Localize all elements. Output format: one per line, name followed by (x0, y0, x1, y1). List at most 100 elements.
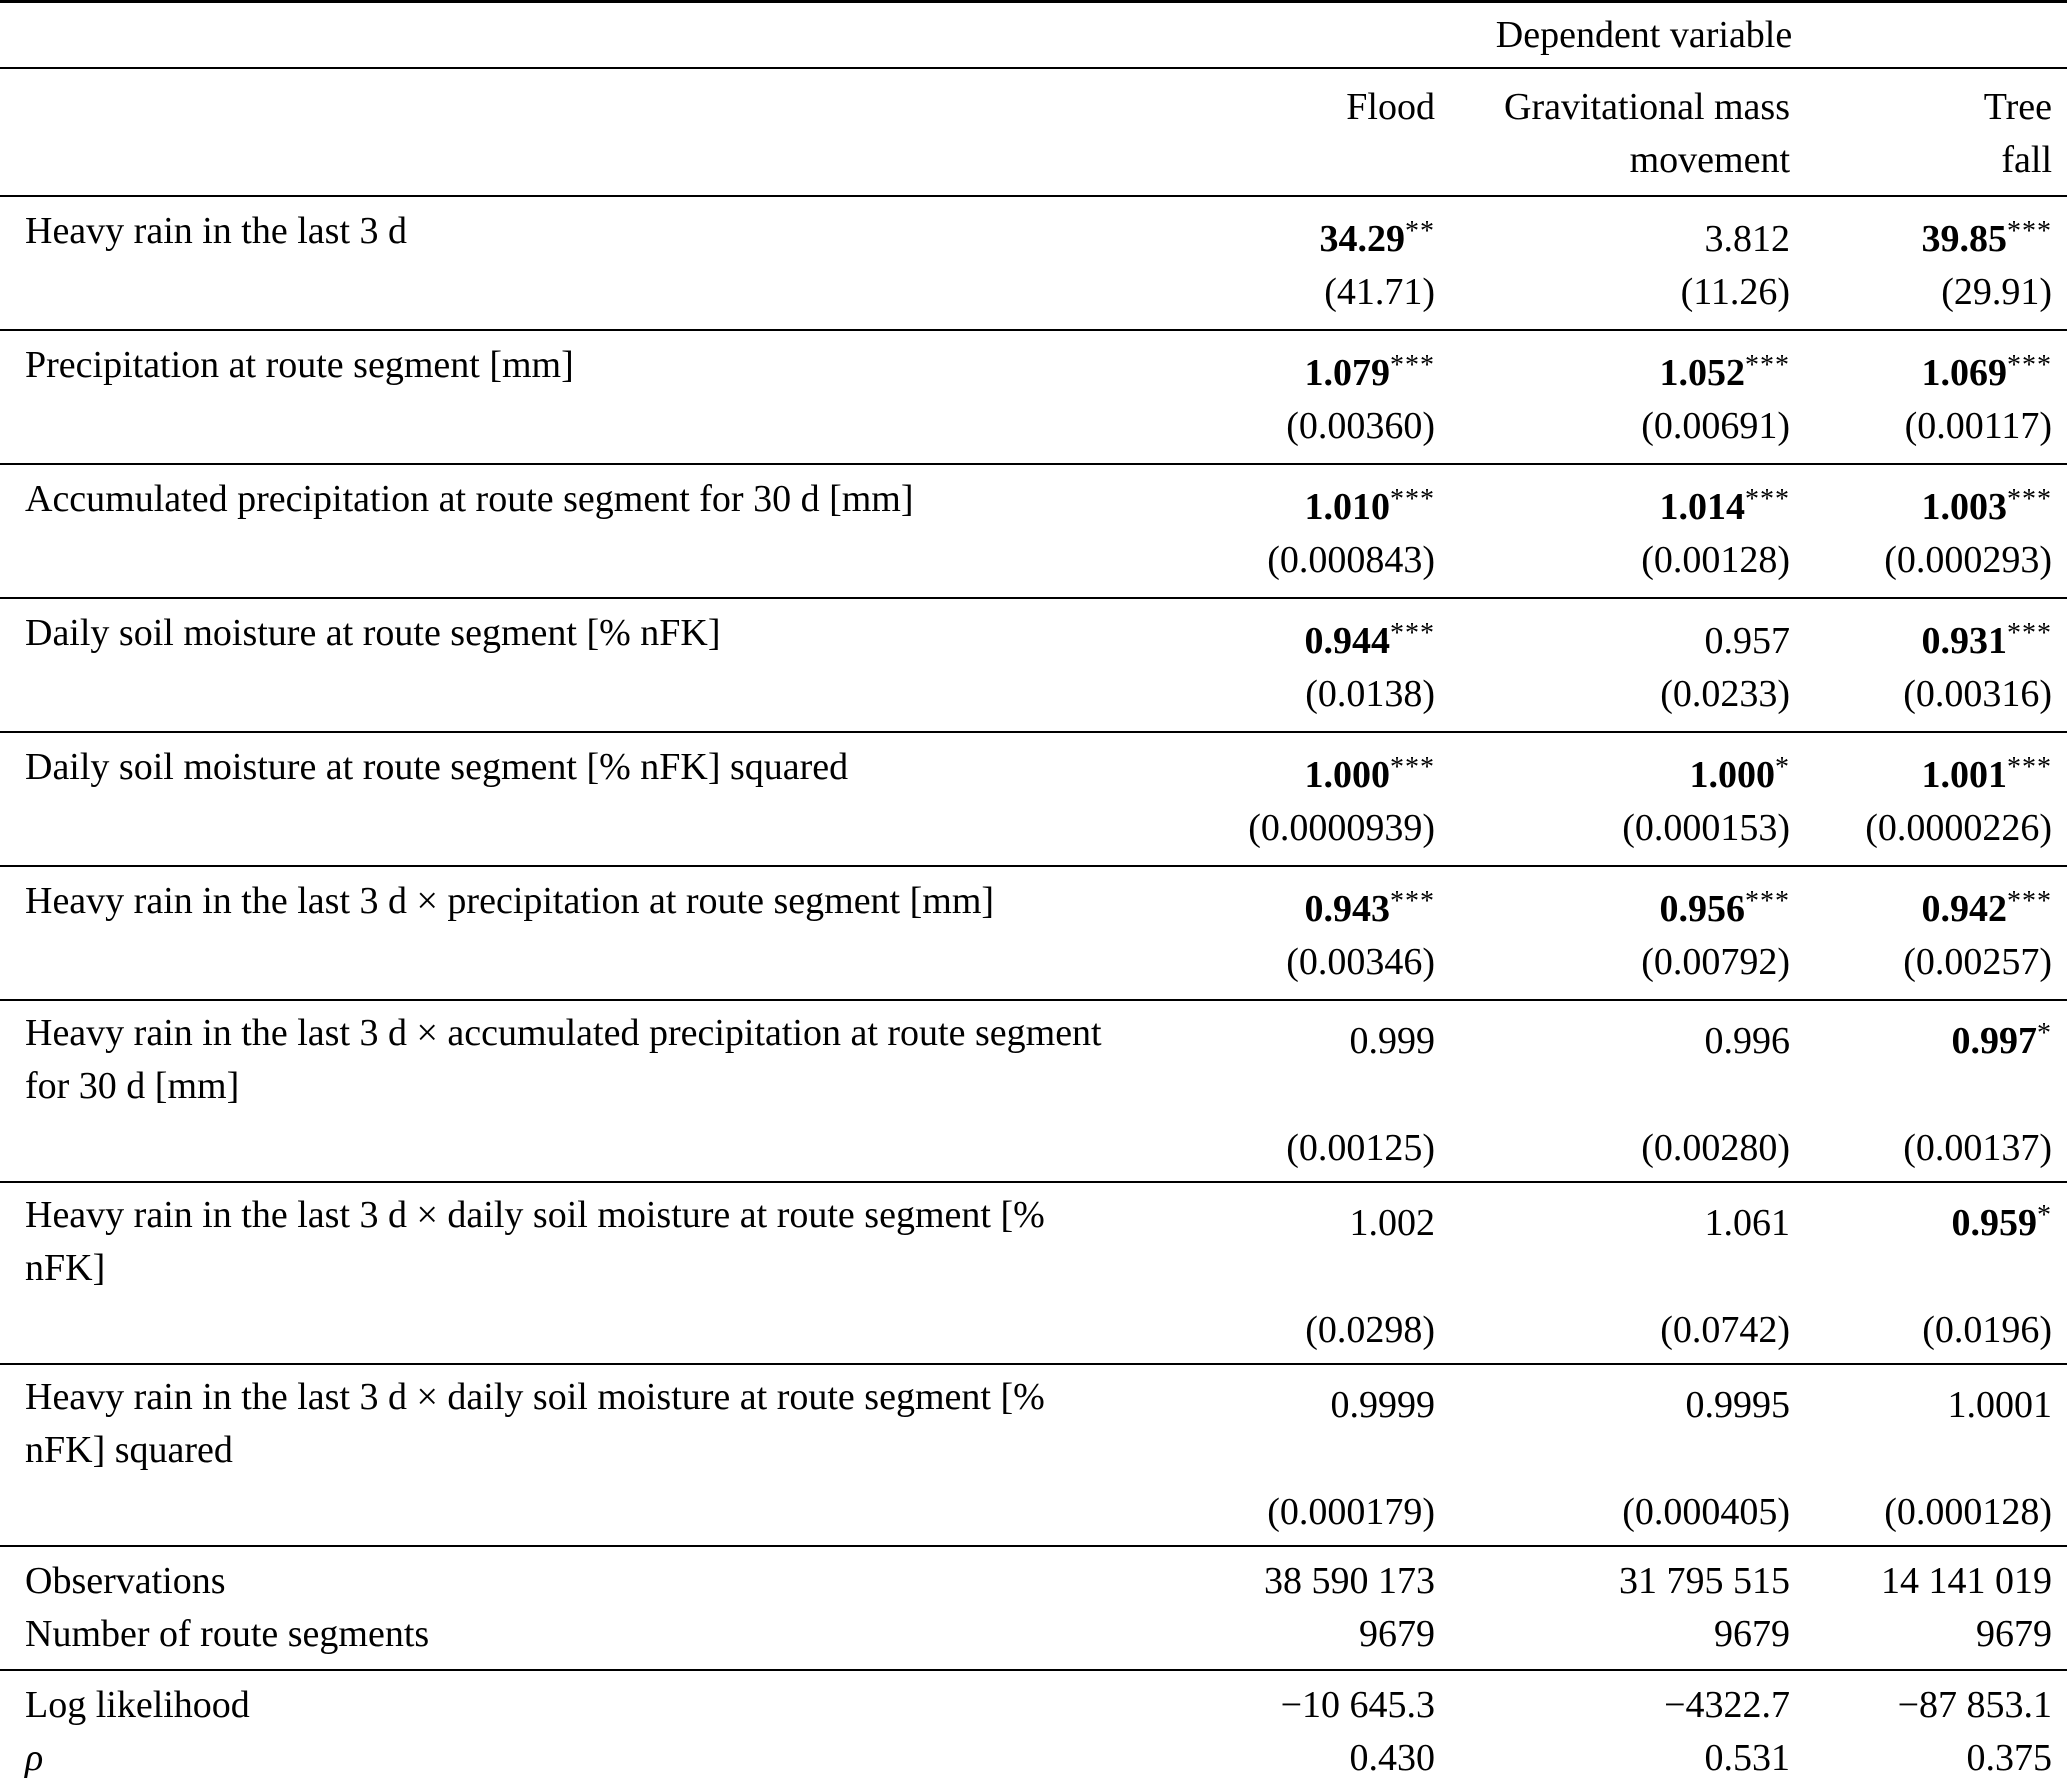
coefficient-value: 0.944 (1304, 620, 1391, 662)
coefficient-value: 1.001 (1921, 754, 2008, 796)
standard-error: (0.0298) (1305, 1309, 1435, 1351)
counts-cell-tree-fall: 14 141 019 9679 (1790, 1546, 2067, 1670)
row-label-line: Heavy rain in the last 3 d × daily soil … (25, 1194, 1045, 1236)
column-header-flood: Flood (1165, 68, 1435, 196)
route-segments-value: 9679 (1714, 1613, 1790, 1655)
row-heavy-rain-x-daily-soil-moisture-squared: Heavy rain in the last 3 d × daily soil … (0, 1364, 2067, 1546)
coefficient-value: 0.9999 (1330, 1384, 1436, 1426)
standard-error: (0.00137) (1903, 1127, 2053, 1169)
coefficient-value: 34.29 (1319, 218, 1406, 260)
significance-stars: *** (1745, 484, 1790, 515)
dependent-variable-header-row: Dependent variable (0, 2, 2067, 68)
column-header-row: Flood Gravitational mass movement Tree f… (0, 68, 2067, 196)
significance-stars: *** (2007, 618, 2053, 649)
coefficient-cell-tree-fall: 0.997* (0.00137) (1790, 1000, 2067, 1182)
coefficient-value: 1.000 (1304, 754, 1391, 796)
route-segments-value: 9679 (1976, 1613, 2053, 1655)
observations-value: 31 795 515 (1619, 1560, 1790, 1602)
rho-label: ρ (25, 1737, 44, 1779)
significance-stars: *** (1390, 752, 1435, 783)
standard-error: (0.000405) (1622, 1491, 1790, 1533)
column-header-line: movement (1629, 139, 1790, 181)
coefficient-value: 0.999 (1349, 1020, 1436, 1062)
log-likelihood-value: −4322.7 (1664, 1684, 1790, 1726)
rho-value: 0.531 (1704, 1737, 1791, 1779)
coefficient-value: 0.9995 (1685, 1384, 1791, 1426)
row-label-line: Daily soil moisture at route segment [% … (25, 746, 849, 788)
coefficient-cell-flood: 1.079*** (0.00360) (1165, 330, 1435, 464)
standard-error: (0.00316) (1903, 673, 2053, 715)
standard-error: (0.00257) (1903, 941, 2053, 983)
standard-error: (0.0138) (1305, 673, 1435, 715)
fit-statistics-block-row: Log likelihood ρ AIC −10 645.3 0.430 21 … (0, 1670, 2067, 1791)
row-label: Daily soil moisture at route segment [% … (0, 598, 1165, 732)
coefficient-value: 0.959 (1951, 1202, 2038, 1244)
dependent-variable-label: Dependent variable (1495, 14, 1793, 56)
counts-cell-gravitational: 31 795 515 9679 (1435, 1546, 1790, 1670)
coefficient-value: 0.996 (1704, 1020, 1791, 1062)
significance-stars: *** (2007, 350, 2053, 381)
row-daily-soil-moisture: Daily soil moisture at route segment [% … (0, 598, 2067, 732)
observations-block-row: Observations Number of route segments 38… (0, 1546, 2067, 1670)
significance-stars: * (2037, 1200, 2053, 1231)
coefficient-value: 0.956 (1659, 888, 1746, 930)
log-likelihood-value: −87 853.1 (1897, 1684, 2053, 1726)
row-precipitation: Precipitation at route segment [mm] 1.07… (0, 330, 2067, 464)
column-header-line: Gravitational mass (1504, 86, 1790, 128)
coefficient-cell-tree-fall: 0.942*** (0.00257) (1790, 866, 2067, 1000)
coefficient-cell-gravitational: 0.996 (0.00280) (1435, 1000, 1790, 1182)
coefficient-cell-gravitational: 3.812 (11.26) (1435, 196, 1790, 330)
row-label-line: for 30 d [mm] (25, 1065, 240, 1107)
standard-error: (0.00360) (1286, 405, 1435, 447)
rho-value: 0.375 (1966, 1737, 2053, 1779)
standard-error: (29.91) (1941, 271, 2053, 313)
coefficient-value: 39.85 (1921, 218, 2008, 260)
standard-error: (0.00125) (1286, 1127, 1435, 1169)
coefficient-value: 1.0001 (1947, 1384, 2053, 1426)
coefficient-cell-tree-fall: 0.931*** (0.00316) (1790, 598, 2067, 732)
log-likelihood-label: Log likelihood (25, 1684, 250, 1726)
route-segments-label: Number of route segments (25, 1613, 430, 1655)
fit-cell-gravitational: −4322.7 0.531 8689.5 (1435, 1670, 1790, 1791)
significance-stars: *** (2007, 484, 2053, 515)
standard-error: (0.000128) (1884, 1491, 2053, 1533)
standard-error: (0.0233) (1660, 673, 1790, 715)
significance-stars: *** (2007, 752, 2053, 783)
column-header-gravitational-mass-movement: Gravitational mass movement (1435, 68, 1790, 196)
significance-stars: *** (1390, 886, 1435, 917)
coefficient-value: 1.079 (1304, 352, 1391, 394)
standard-error: (0.00280) (1641, 1127, 1790, 1169)
coefficient-cell-gravitational: 0.9995 (0.000405) (1435, 1364, 1790, 1546)
standard-error: (0.000293) (1884, 539, 2053, 581)
coefficient-cell-gravitational: 1.014*** (0.00128) (1435, 464, 1790, 598)
aic-label: AIC (25, 1785, 1165, 1791)
coefficient-value: 1.000 (1689, 754, 1776, 796)
standard-error: (0.000179) (1267, 1491, 1435, 1533)
coefficient-cell-flood: 0.944*** (0.0138) (1165, 598, 1436, 732)
coefficient-value: 0.931 (1921, 620, 2008, 662)
fit-cell-flood: −10 645.3 0.430 21 338.6 (1165, 1670, 1435, 1791)
row-label: Precipitation at route segment [mm] (0, 330, 1165, 464)
counts-labels: Observations Number of route segments (0, 1546, 1165, 1670)
standard-error: (0.0742) (1660, 1309, 1790, 1351)
column-header-line: Flood (1346, 86, 1435, 128)
standard-error: (41.71) (1324, 271, 1435, 313)
row-label: Daily soil moisture at route segment [% … (0, 732, 1165, 866)
row-label-line: nFK] squared (25, 1429, 233, 1471)
coefficient-cell-tree-fall: 1.001*** (0.0000226) (1790, 732, 2067, 866)
coefficient-cell-tree-fall: 1.0001 (0.000128) (1790, 1364, 2067, 1546)
standard-error: (0.00691) (1641, 405, 1790, 447)
standard-error: (11.26) (1680, 271, 1790, 313)
row-label-line: Accumulated precipitation at route segme… (25, 478, 914, 520)
row-label-line: Precipitation at route segment [mm] (25, 344, 574, 386)
significance-stars: *** (2007, 216, 2053, 247)
coefficient-cell-flood: 1.002 (0.0298) (1165, 1182, 1435, 1364)
significance-stars: ** (1405, 216, 1435, 247)
fit-cell-tree-fall: −87 853.1 0.375 175 740.3 (1790, 1670, 2067, 1791)
row-daily-soil-moisture-squared: Daily soil moisture at route segment [% … (0, 732, 2067, 866)
empty-header-cell (0, 68, 1165, 196)
row-label: Heavy rain in the last 3 d × accumulated… (0, 1000, 1165, 1182)
row-heavy-rain-x-accumulated-precipitation: Heavy rain in the last 3 d × accumulated… (0, 1000, 2067, 1182)
standard-error: (0.00128) (1641, 539, 1790, 581)
